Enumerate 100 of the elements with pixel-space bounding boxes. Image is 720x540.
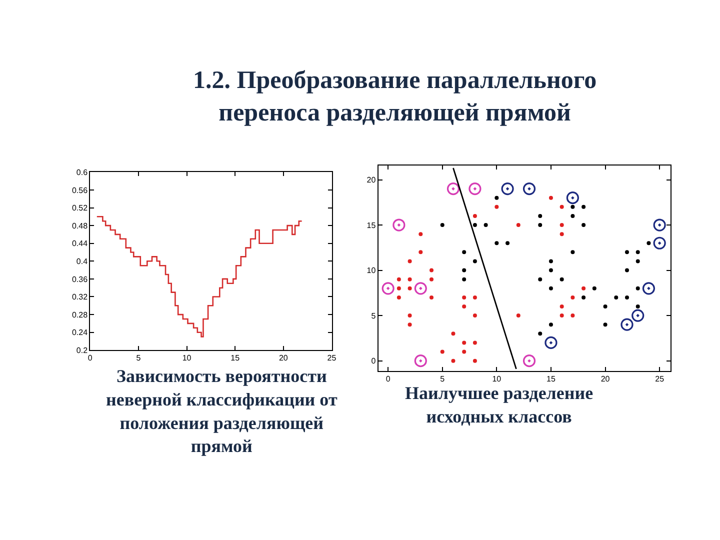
x-tick-label: 5 xyxy=(440,374,446,384)
y-tick-label: 0.4 xyxy=(76,256,88,266)
y-tick-label: 0.56 xyxy=(72,186,88,195)
point xyxy=(468,182,482,196)
point xyxy=(472,340,477,345)
point xyxy=(408,286,412,290)
point xyxy=(396,295,401,300)
point xyxy=(522,182,536,196)
point xyxy=(548,259,553,264)
point xyxy=(636,286,640,290)
x-tick-label: 0 xyxy=(386,374,391,384)
point xyxy=(414,354,427,368)
point xyxy=(603,322,608,327)
text: Зависимость вероятности неверной классификации от положения разделяющей прямой xyxy=(106,366,338,456)
point xyxy=(462,295,466,300)
point xyxy=(408,314,412,318)
y-tick-label: 20 xyxy=(366,176,376,185)
y-tick-label: 0.36 xyxy=(72,274,88,284)
point xyxy=(570,314,575,318)
point xyxy=(570,204,575,209)
point xyxy=(570,214,575,218)
point xyxy=(472,223,477,228)
point xyxy=(392,218,406,232)
point xyxy=(430,295,434,300)
point xyxy=(624,268,629,272)
point xyxy=(538,277,542,282)
point xyxy=(408,259,412,264)
point xyxy=(538,214,542,218)
y-tick-label: 0.2 xyxy=(76,346,88,355)
point xyxy=(484,223,488,228)
point xyxy=(506,241,510,246)
x-tick-label: 10 xyxy=(182,354,192,363)
y-tick-label: 0.48 xyxy=(72,221,88,230)
point xyxy=(636,250,640,254)
y-tick-label: 5 xyxy=(371,311,376,320)
point xyxy=(582,286,586,290)
point xyxy=(430,277,434,282)
y-tick-label: 0.52 xyxy=(72,204,88,213)
point xyxy=(462,350,466,354)
x-tick-label: 25 xyxy=(655,374,665,384)
point xyxy=(451,358,456,363)
point xyxy=(462,340,466,345)
point xyxy=(516,314,520,318)
text: Наилучшее разделение исходных классов xyxy=(405,383,594,426)
point xyxy=(440,350,444,354)
y-tick-label: 0.32 xyxy=(72,292,88,302)
point xyxy=(494,196,499,200)
point xyxy=(522,354,536,368)
point xyxy=(570,250,575,254)
point xyxy=(472,214,477,218)
point xyxy=(636,259,640,264)
point xyxy=(446,182,460,196)
point xyxy=(592,286,596,290)
point xyxy=(396,277,401,282)
point xyxy=(560,223,564,228)
point xyxy=(408,277,412,282)
point xyxy=(472,259,477,264)
point xyxy=(624,250,629,254)
point xyxy=(636,304,640,309)
point xyxy=(544,336,558,350)
point xyxy=(566,192,579,204)
point xyxy=(462,304,466,309)
y-tick-label: 0.28 xyxy=(72,310,88,320)
point xyxy=(451,332,456,336)
point xyxy=(560,314,564,318)
point xyxy=(418,250,423,254)
point xyxy=(603,304,608,309)
point xyxy=(494,241,499,246)
point xyxy=(538,332,542,336)
point xyxy=(382,282,394,295)
point xyxy=(642,282,656,295)
y-tick-label: 10 xyxy=(366,266,376,276)
x-tick-label: 5 xyxy=(136,354,142,363)
x-tick-label: 15 xyxy=(546,374,556,384)
point xyxy=(582,223,586,228)
x-tick-label: 10 xyxy=(492,374,502,384)
point xyxy=(408,322,412,327)
point xyxy=(538,223,542,228)
point xyxy=(430,268,434,272)
point xyxy=(548,322,553,327)
point xyxy=(414,282,427,295)
point xyxy=(548,268,553,272)
y-tick-label: 0.24 xyxy=(72,328,88,338)
point xyxy=(582,204,586,209)
point xyxy=(516,223,520,228)
point xyxy=(548,286,553,290)
point xyxy=(472,358,477,363)
point xyxy=(646,241,651,246)
point xyxy=(614,295,618,300)
x-tick-label: 20 xyxy=(278,354,288,363)
point xyxy=(560,232,564,236)
point xyxy=(560,277,564,282)
point xyxy=(494,204,499,209)
point xyxy=(620,318,634,331)
point xyxy=(582,295,586,300)
point xyxy=(632,309,644,322)
x-tick-label: 20 xyxy=(600,374,610,384)
point xyxy=(653,218,666,232)
point xyxy=(653,236,666,250)
y-tick-label: 0.44 xyxy=(72,239,88,248)
